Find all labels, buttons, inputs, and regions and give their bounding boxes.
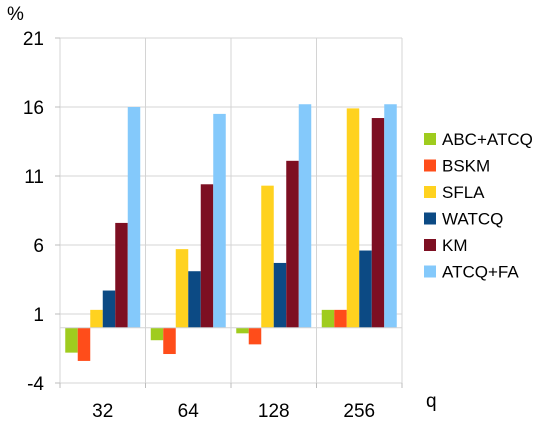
x-tick-label: 256 <box>343 401 375 422</box>
legend-swatch <box>424 265 436 278</box>
bar <box>77 327 91 361</box>
y-tick-label: 21 <box>23 29 44 50</box>
bar <box>115 222 128 328</box>
y-tick-label: 11 <box>24 167 44 188</box>
legend-swatch <box>424 186 436 198</box>
x-axis-title: q <box>426 391 437 412</box>
bar <box>127 107 141 328</box>
y-tick-label: 6 <box>33 236 44 257</box>
y-tick-label: 16 <box>23 98 44 119</box>
legend-swatch <box>424 239 436 251</box>
bar <box>371 118 385 328</box>
legend-label: WATCQ <box>442 210 503 229</box>
legend-label: ABC+ATCQ <box>442 130 533 149</box>
legend: ABC+ATCQ BSKM SFLA WATCQ KM ATCQ+FA <box>424 130 533 282</box>
legend-swatch <box>424 133 436 145</box>
legend-swatch <box>424 212 436 225</box>
legend-swatch <box>424 159 436 172</box>
bar <box>102 290 116 328</box>
bar <box>321 309 335 328</box>
bar <box>346 108 360 328</box>
x-tick-label: 128 <box>258 401 290 422</box>
bar <box>163 327 176 355</box>
legend-label: SFLA <box>442 183 485 202</box>
x-tick-label: 64 <box>178 401 200 422</box>
legend-label: KM <box>442 236 468 255</box>
bar <box>150 327 164 341</box>
bar <box>359 250 372 328</box>
bar <box>188 271 201 328</box>
legend-label: BSKM <box>442 157 490 176</box>
bar <box>90 309 103 328</box>
bar <box>236 327 249 334</box>
bar <box>175 249 189 328</box>
bar <box>384 104 397 328</box>
bar <box>273 262 287 328</box>
axis-layer <box>55 37 403 388</box>
bar <box>286 160 299 328</box>
bars-layer <box>65 104 397 361</box>
bar <box>213 113 226 328</box>
bar <box>200 184 214 328</box>
y-tick-label: 1 <box>33 305 44 326</box>
legend-label: ATCQ+FA <box>442 263 519 282</box>
bar <box>334 309 347 328</box>
y-axis-title: % <box>7 4 24 25</box>
y-tick-label: -4 <box>27 374 44 395</box>
bar <box>261 185 274 328</box>
x-tick-label: 32 <box>92 401 113 422</box>
bar <box>298 104 312 328</box>
bar <box>65 327 78 353</box>
bar <box>248 327 262 345</box>
